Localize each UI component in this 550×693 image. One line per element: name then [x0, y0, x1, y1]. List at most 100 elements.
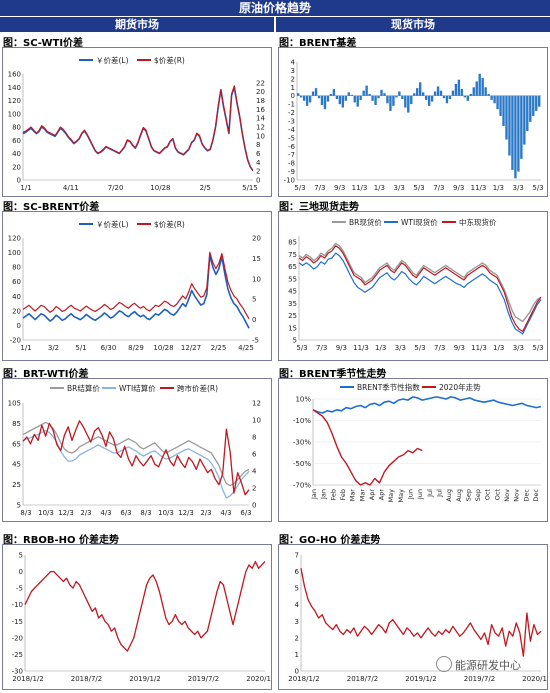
chart-svg: -20 0 20 40 60 80 100 120 -5 0 5 10 15 20 1/1 3/2 5/1 6/3… [8, 219, 261, 352]
legend-item: WTI现货价 [384, 217, 438, 227]
y-tick-label: 105 [8, 400, 21, 408]
legend-label: BRENT季节性指数 [357, 382, 420, 392]
y2-tick-label: 8 [256, 141, 260, 149]
y-tick-label: -6 [288, 143, 296, 151]
y2-tick-label: 4 [256, 159, 261, 167]
x-tick-label: 7/3 [316, 344, 327, 352]
bar [493, 95, 496, 104]
x-tick-label: Jul [435, 489, 443, 498]
x-tick-label: 7/3 [314, 184, 325, 192]
y-tick-label: 2 [295, 634, 299, 642]
y2-tick-label: 5 [252, 296, 256, 304]
panel-rbob-ho-spread: 图：RBOB-HO 价差走势 -30 -25 -20 -15 -10 -5 0 5 2018/1… [0, 530, 278, 690]
legend-label: 2020年走势 [439, 382, 481, 392]
bar [356, 95, 359, 107]
panel-sc-brent-spread: 图：SC-BRENT价差 -20 0 20 40 60 80 100 120 -5 0 5 10 15 2… [0, 197, 274, 361]
series-line [312, 396, 542, 414]
y-tick-label: 0 [295, 668, 299, 676]
chart-frame: -20 0 20 40 60 80 100 120 -5 0 5 10 15 20 1/1 3/2 5/1 6/3… [2, 211, 272, 361]
x-tick-label: Sep [474, 489, 482, 501]
x-tick-label: 6/3 [240, 509, 251, 517]
legend-label: WTI结算价 [119, 383, 156, 393]
bar [404, 95, 407, 108]
x-tick-label: 5/3 [413, 184, 424, 192]
bar [401, 95, 404, 100]
y-tick-label: -8 [288, 160, 295, 168]
legend-item: $价差(R) [137, 55, 185, 65]
x-tick-label: 10/28 [150, 184, 170, 192]
y-tick-label: -50% [293, 460, 311, 468]
y2-tick-label: 14 [256, 115, 265, 123]
x-tick-label: 4/3 [100, 509, 111, 517]
legend-item: BRENT季节性指数 [340, 382, 420, 392]
y-tick-label: -20 [10, 337, 21, 345]
x-tick-label: Aug [445, 489, 453, 502]
bar [523, 95, 526, 145]
x-tick-label: Dec [532, 489, 540, 502]
series-line [22, 86, 254, 172]
chart-svg: 5 15 25 35 45 55 65 75 85 5/3 7/3 9/3 11/3 1/3 3/3 5/3 7… [288, 217, 544, 352]
x-tick-label: 2020/1/2 [522, 675, 547, 683]
y-tick-label: 80 [12, 124, 21, 132]
section-header-futures: 期货市场 [0, 17, 274, 32]
x-tick-label: 12/27 [181, 344, 201, 352]
y-tick-label: 25 [288, 312, 297, 320]
x-tick-label: Jan [320, 489, 328, 500]
chart-svg: -70%-50%-30%-10%10%Jan Jan Feb Feb Mar Mar Apr… [293, 382, 542, 502]
y2-tick-label: 10 [256, 132, 265, 140]
x-tick-label: 4/11 [63, 184, 79, 192]
y-tick-label: -5 [288, 134, 295, 142]
y-tick-label: 160 [8, 71, 21, 79]
y-tick-label: 5 [17, 502, 21, 510]
x-tick-label: 4/3 [220, 509, 231, 517]
legend-label: BR结算价 [67, 383, 100, 393]
x-tick-label: 2/3 [80, 509, 91, 517]
y2-tick-label: 10 [252, 417, 261, 425]
y2-tick-label: 0 [256, 177, 260, 185]
y2-tick-label: 4 [252, 468, 257, 476]
y-tick-label: 85 [12, 420, 21, 428]
bar [433, 91, 437, 96]
bar [457, 79, 461, 96]
y-tick-label: -10 [284, 177, 295, 185]
x-tick-label: Dec [522, 489, 530, 502]
panel-sc-wti-spread: 图：SC-WTI价差 0 20 40 60 80 100 120 140 160 0 2 4 6 8 10 1… [0, 33, 274, 197]
legend-label: ￥价差(L) [96, 55, 129, 65]
x-tick-label: 7/20 [108, 184, 124, 192]
y-tick-label: 5 [19, 552, 23, 560]
bar [499, 95, 502, 116]
x-tick-label: 11/3 [352, 184, 368, 192]
y-tick-label: 25 [12, 481, 21, 489]
x-tick-label: 3/2 [48, 344, 59, 352]
x-tick-label: 7/3 [434, 344, 445, 352]
bar [341, 95, 345, 108]
panel-title: 图：RBOB-HO 价差走势 [3, 535, 119, 546]
bar [416, 88, 419, 96]
y-tick-label: -3 [288, 118, 295, 126]
x-tick-label: 12/3 [58, 509, 74, 517]
x-tick-label: Jun [407, 489, 415, 500]
y2-tick-label: 6 [256, 150, 261, 158]
x-tick-label: Oct [493, 489, 501, 501]
y-tick-label: -2 [288, 109, 295, 117]
panel-three-spot-prices: 图：三地现货走势 5 15 25 35 45 55 65 75 85 5/3 7/3 9/3 11/3 1… [276, 197, 550, 361]
panel-title: 图：BRENT基差 [279, 38, 357, 49]
y-tick-label: 75 [288, 251, 297, 259]
y-tick-label: 1 [291, 84, 295, 92]
x-tick-label: 1/3 [374, 184, 385, 192]
bar [481, 78, 484, 96]
legend-item: BR结算价 [50, 383, 100, 393]
y-tick-label: -20 [12, 634, 23, 642]
y-tick-label: 35 [288, 300, 297, 308]
x-tick-label: Aug [455, 489, 463, 502]
y-tick-label: -10 [12, 601, 23, 609]
y-tick-label: 5 [293, 337, 297, 345]
legend-item: 中东现货价 [442, 217, 497, 227]
x-tick-label: Mar [349, 489, 357, 502]
x-tick-label: Jul [426, 489, 434, 498]
bar [389, 95, 392, 111]
x-tick-label: 11/3 [471, 184, 487, 192]
y-tick-label: -10% [293, 417, 311, 425]
y-tick-label: 6 [295, 568, 300, 576]
y-tick-label: 60 [12, 278, 21, 286]
